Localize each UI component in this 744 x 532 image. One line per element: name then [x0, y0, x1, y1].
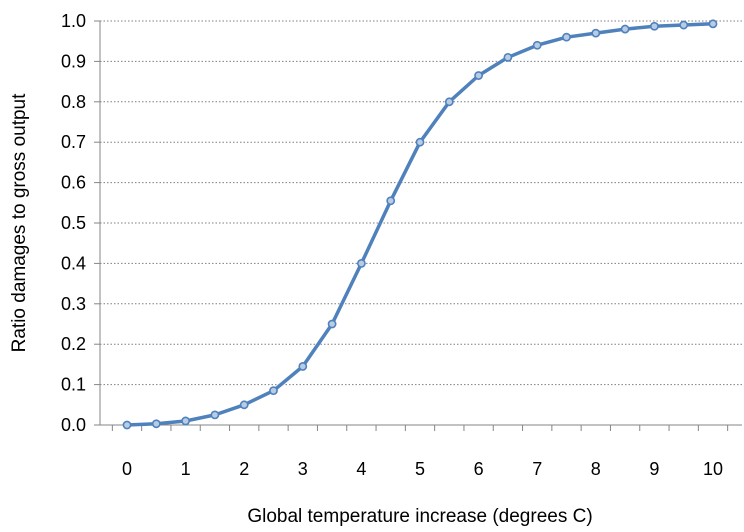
axes — [94, 20, 742, 431]
x-tick-label: 1 — [181, 459, 191, 479]
data-point — [620, 24, 630, 34]
y-tick-label: 0.7 — [61, 132, 86, 152]
x-tick-label: 5 — [415, 459, 425, 479]
data-point — [122, 420, 132, 430]
y-axis-label: Ratio damages to gross output — [9, 93, 30, 352]
data-point — [503, 52, 513, 62]
data-point — [679, 20, 689, 30]
x-tick-label: 8 — [591, 459, 601, 479]
data-point — [327, 319, 337, 329]
y-tick-label: 1.0 — [61, 11, 86, 31]
gridlines — [100, 20, 742, 386]
y-tick-label: 0.6 — [61, 173, 86, 193]
y-tick-label: 0.5 — [61, 213, 86, 233]
y-tick-label: 0.3 — [61, 294, 86, 314]
data-point — [210, 410, 220, 420]
y-tick-label: 0.0 — [61, 415, 86, 435]
data-point — [562, 32, 571, 42]
y-tick-label: 0.8 — [61, 92, 86, 112]
x-tick-label: 7 — [532, 459, 542, 479]
series-line — [125, 22, 715, 427]
data-point — [415, 137, 425, 147]
y-tick-label: 0.9 — [61, 51, 86, 71]
x-axis-label: Global temperature increase (degrees C) — [247, 506, 592, 527]
data-point — [650, 21, 659, 31]
y-tick-label: 0.2 — [61, 334, 86, 354]
data-point — [444, 97, 454, 107]
x-tick-label: 6 — [474, 459, 484, 479]
y-tick-label: 0.4 — [61, 253, 86, 273]
data-point — [269, 386, 278, 396]
data-point — [356, 258, 366, 268]
y-tick-labels: 0.0 0.1 0.2 0.3 0.4 0.5 0.6 0.7 0.8 0.9 1.0 — [61, 11, 86, 435]
data-point — [239, 400, 249, 410]
x-tick-label: 10 — [703, 459, 723, 479]
x-tick-labels: 0 1 2 3 4 5 6 7 8 9 10 — [122, 459, 723, 479]
data-point — [298, 362, 308, 371]
x-tick-label: 0 — [122, 459, 132, 479]
x-tick-label: 3 — [298, 459, 308, 479]
data-point — [591, 28, 601, 38]
data-point — [708, 19, 718, 29]
data-point — [386, 196, 396, 206]
x-tick-label: 2 — [239, 459, 249, 479]
x-tick-label: 9 — [649, 459, 659, 479]
data-point — [181, 416, 190, 426]
data-point — [532, 40, 542, 50]
series-group — [122, 19, 718, 430]
x-tick-label: 4 — [356, 459, 366, 479]
data-point — [151, 419, 161, 429]
y-tick-label: 0.1 — [61, 375, 86, 395]
data-point — [474, 71, 483, 80]
